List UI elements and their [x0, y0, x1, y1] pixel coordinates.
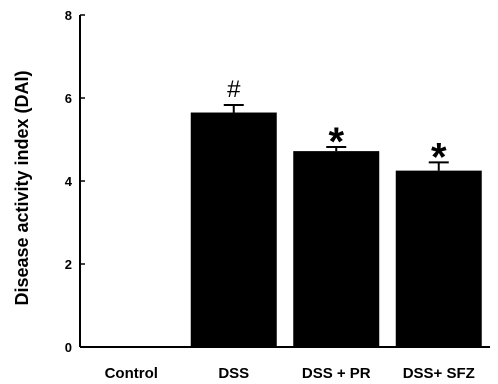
significance-marker: #	[227, 76, 241, 103]
significance-marker: *	[328, 120, 344, 164]
y-tick-label: 6	[65, 91, 72, 106]
x-tick-label: Control	[105, 365, 158, 382]
x-tick-label: DSS + PR	[302, 365, 371, 382]
y-tick-label: 8	[65, 8, 72, 23]
y-ticks: 0 2 4 6 8	[65, 8, 85, 355]
y-tick-label: 2	[65, 257, 72, 272]
x-tick-label: DSS	[218, 365, 249, 382]
bar	[395, 170, 482, 347]
significance-markers: # * *	[227, 76, 447, 179]
bars	[190, 112, 482, 348]
bar	[190, 112, 277, 348]
y-tick-label: 4	[65, 174, 73, 189]
y-axis-label: Disease activity index (DAI)	[12, 70, 32, 305]
y-tick-label: 0	[65, 340, 72, 355]
error-bars	[223, 104, 449, 171]
x-tick-label: DSS+ SFZ	[403, 365, 475, 382]
significance-marker: *	[431, 135, 447, 179]
bar	[293, 151, 380, 347]
x-tick-labels: Control DSS DSS + PR DSS+ SFZ	[105, 365, 475, 382]
